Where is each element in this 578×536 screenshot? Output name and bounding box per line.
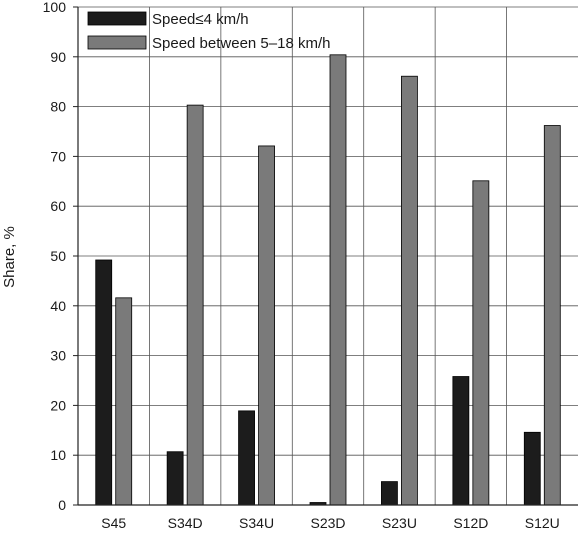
x-tick-label-s45: S45 (101, 515, 126, 531)
x-tick-label-s12u: S12U (525, 515, 560, 531)
legend: Speed≤4 km/h Speed between 5–18 km/h (87, 11, 330, 52)
bar-s12d-series-1 (452, 376, 470, 506)
x-tick-label-s34d: S34D (168, 515, 203, 531)
axes (73, 6, 578, 506)
bar-s34d-series-1 (166, 451, 184, 506)
y-tick-label-80: 80 (50, 99, 66, 115)
x-tick-label-s12d: S12D (453, 515, 488, 531)
bar-s34d-series-2 (186, 104, 204, 506)
y-axis-label: Share, % (1, 226, 18, 288)
bar-s23u-series-1 (381, 481, 398, 506)
bar-s45-series-2 (115, 297, 133, 506)
bar-s12u-series-2 (543, 125, 561, 506)
x-tick-labels: S45 S34D S34U S23D S23U S12D S12U (101, 515, 560, 531)
x-tick-label-s23d: S23D (310, 515, 345, 531)
bar-s34u-series-2 (258, 145, 275, 506)
y-tick-label-100: 100 (43, 0, 67, 15)
bars (95, 54, 561, 506)
x-tick-label-s34u: S34U (239, 515, 274, 531)
y-tick-labels: 0 10 20 30 40 50 60 70 80 90 100 (43, 0, 67, 513)
y-tick-label-20: 20 (50, 397, 66, 413)
legend-swatch-series-2 (87, 35, 147, 50)
bar-s45-series-1 (95, 259, 113, 506)
legend-swatch-series-1 (87, 11, 147, 26)
grid (78, 6, 578, 505)
y-tick-label-90: 90 (50, 49, 66, 65)
y-tick-label-60: 60 (50, 198, 66, 214)
y-tick-label-10: 10 (50, 447, 66, 463)
y-tick-label-40: 40 (50, 298, 66, 314)
bar-s34u-series-1 (238, 410, 255, 506)
bar-s23d-series-2 (329, 54, 347, 506)
x-tick-label-s23u: S23U (382, 515, 417, 531)
bar-s12u-series-1 (523, 431, 541, 506)
legend-label-series-1: Speed≤4 km/h (152, 11, 249, 28)
bar-s23u-series-2 (401, 75, 418, 506)
y-tick-label-0: 0 (58, 497, 66, 513)
y-tick-label-70: 70 (50, 148, 66, 164)
y-tick-label-50: 50 (50, 248, 66, 264)
bar-s12d-series-2 (472, 180, 490, 506)
y-tick-label-30: 30 (50, 348, 66, 364)
legend-label-series-2: Speed between 5–18 km/h (152, 35, 330, 52)
